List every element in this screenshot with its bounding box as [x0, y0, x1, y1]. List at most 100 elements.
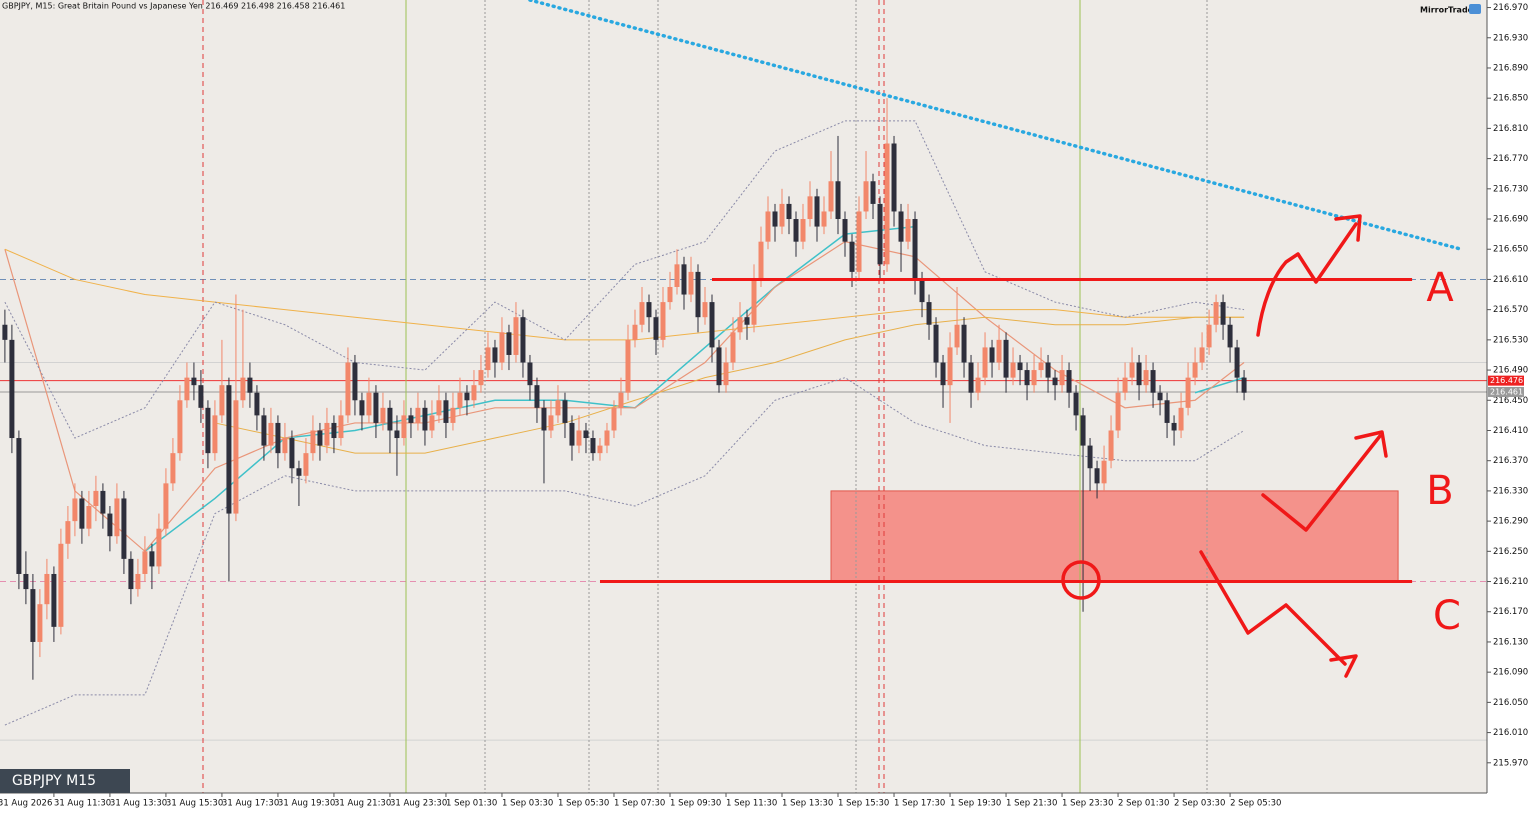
y-tick-label: 216.050 [1493, 698, 1528, 708]
drawing-layer [528, 0, 1463, 584]
candle-body [184, 377, 190, 401]
candle-body [1003, 339, 1009, 378]
candle-body [51, 573, 57, 627]
y-tick-label: 216.490 [1493, 366, 1528, 376]
candle-body [968, 362, 974, 393]
candle-body [142, 551, 148, 574]
x-tick-label: 1 Sep 19:30 [950, 799, 1001, 809]
period-separators [202, 0, 1208, 793]
candle-body [1017, 362, 1023, 371]
price-label: 216.461 [1490, 387, 1523, 396]
trendline [528, 0, 1463, 251]
candle-body [1143, 370, 1149, 386]
candle-body [765, 211, 771, 242]
candle-body [674, 264, 680, 287]
candle-body [730, 332, 736, 363]
price-label: 216.476 [1490, 376, 1523, 385]
candle-body [478, 370, 484, 386]
x-tick-label: 1 Sep 01:30 [446, 799, 497, 809]
candle-body [422, 407, 428, 431]
candle-body [604, 430, 610, 446]
candle-body [506, 332, 512, 355]
candle-body [891, 143, 897, 212]
candle-body [93, 490, 99, 507]
candle-body [716, 347, 722, 386]
x-tick-label: 2 Sep 05:30 [1230, 799, 1281, 809]
candle-body [23, 573, 29, 590]
candle-body [828, 181, 834, 212]
candle-body [779, 203, 785, 227]
candle-body [1157, 392, 1163, 401]
candle-body [520, 317, 526, 363]
chart-header: GBPJPY, M15: Great Britain Pound vs Japa… [2, 2, 345, 11]
brand-icon [1469, 4, 1481, 14]
candle-body [1073, 392, 1079, 416]
candle-body [1108, 430, 1114, 461]
y-tick-label: 216.010 [1493, 728, 1528, 738]
x-tick-label: 1 Sep 05:30 [558, 799, 609, 809]
x-tick-label: 31 Aug 21:30 [334, 799, 391, 809]
candle-body [233, 400, 239, 514]
candle-body [352, 362, 358, 401]
candle-body [653, 317, 659, 340]
candle-body [737, 317, 743, 333]
candle-body [1178, 407, 1184, 431]
candle-body [149, 551, 155, 567]
price-axis [1487, 0, 1536, 813]
candle-body [793, 219, 799, 242]
candle-body [982, 347, 988, 378]
candle-body [702, 302, 708, 318]
candle-body [100, 490, 106, 514]
candle-body [135, 573, 141, 590]
candle-body [611, 407, 617, 431]
candle-body [863, 181, 869, 212]
candle-body [1213, 302, 1219, 325]
x-tick-label: 31 Aug 15:30 [166, 799, 223, 809]
arrow-head [1329, 654, 1358, 678]
candle-body [1234, 347, 1240, 378]
brand: MirrorTrader [1420, 6, 1477, 15]
symbol-badge-text: GBPJPY M15 [12, 773, 96, 789]
y-tick-label: 216.530 [1493, 335, 1528, 345]
candle-body [30, 589, 36, 642]
candle-body [562, 400, 568, 423]
candle-body [191, 377, 197, 386]
y-tick-label: 216.170 [1493, 607, 1528, 617]
candle-body [58, 543, 64, 627]
candle-body [870, 181, 876, 204]
candle-body [856, 211, 862, 272]
candle-body [86, 506, 92, 529]
candle-body [436, 400, 442, 416]
candle-body [408, 415, 414, 423]
candle-body [1024, 370, 1030, 386]
candle-body [639, 302, 645, 325]
candle-body [394, 430, 400, 439]
candle-body [1045, 362, 1051, 378]
y-tick-label: 216.090 [1493, 668, 1528, 678]
candle-body [849, 241, 855, 272]
candle-body [331, 422, 337, 439]
candle-body [380, 407, 386, 423]
candle-body [1185, 377, 1191, 408]
candle-body [583, 430, 589, 439]
candle-body [65, 521, 71, 544]
candle-body [576, 430, 582, 446]
y-tick-label: 216.330 [1493, 486, 1528, 496]
candle-body [1066, 370, 1072, 393]
y-tick-label: 216.130 [1493, 637, 1528, 647]
candle-body [912, 219, 918, 280]
candle-body [317, 430, 323, 446]
candle-body [296, 468, 302, 476]
candle-body [555, 400, 561, 416]
y-tick-label: 216.250 [1493, 547, 1528, 557]
candle-body [1171, 422, 1177, 431]
x-tick-label: 1 Sep 03:30 [502, 799, 553, 809]
y-tick-label: 216.450 [1493, 396, 1528, 406]
candle-body [688, 271, 694, 295]
y-tick-label: 216.570 [1493, 305, 1528, 315]
x-tick-label: 31 Aug 17:30 [222, 799, 279, 809]
candle-body [345, 362, 351, 416]
candle-body [338, 415, 344, 439]
x-tick-label: 31 Aug 13:30 [110, 799, 167, 809]
candle-body [1199, 347, 1205, 363]
